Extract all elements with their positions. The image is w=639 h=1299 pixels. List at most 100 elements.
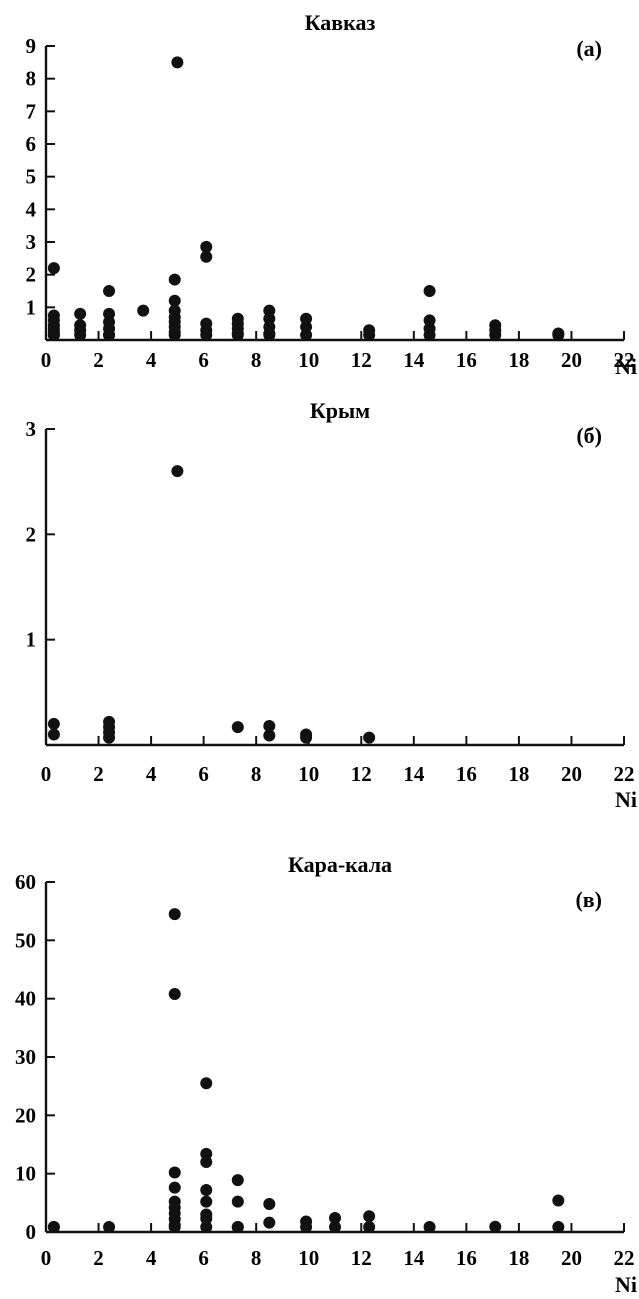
data-point xyxy=(200,1077,213,1090)
y-tick-label: 2 xyxy=(26,522,37,546)
data-point xyxy=(263,1198,276,1210)
x-tick-label: 22 xyxy=(614,1246,635,1270)
x-tick-label: 20 xyxy=(561,1246,582,1270)
data-point xyxy=(103,731,116,744)
x-tick-label: 18 xyxy=(508,762,529,786)
x-tick-label: 16 xyxy=(456,348,477,372)
data-point xyxy=(200,329,213,341)
x-axis-label: Ni xyxy=(615,1272,637,1297)
y-tick-label: 9 xyxy=(26,34,37,58)
x-tick-label: 12 xyxy=(351,1246,372,1270)
y-tick-label: 3 xyxy=(26,230,37,254)
x-tick-label: 0 xyxy=(41,348,52,372)
x-tick-label: 4 xyxy=(146,762,157,786)
x-tick-label: 22 xyxy=(614,348,635,372)
data-point xyxy=(200,1212,213,1225)
x-tick-label: 18 xyxy=(508,348,529,372)
scatter-panel-3: Кара-кала (в) 0 2 4 6 8 10 12 14 16 18 20 22 0 10 20 30 40… xyxy=(15,852,637,1297)
x-tick-label: 10 xyxy=(298,1246,319,1270)
y-tick-label: 20 xyxy=(15,1103,36,1127)
x-tick-label: 8 xyxy=(251,348,262,372)
data-point xyxy=(168,908,181,921)
y-tick-label: 1 xyxy=(26,628,37,652)
y-tick-label: 3 xyxy=(26,417,37,441)
x-tick-label: 10 xyxy=(298,762,319,786)
data-point xyxy=(47,329,60,341)
data-point xyxy=(200,1184,213,1196)
x-tick-label: 12 xyxy=(351,348,372,372)
data-point xyxy=(231,1195,244,1208)
x-tick-label: 14 xyxy=(403,348,425,372)
y-tick-label: 6 xyxy=(26,132,37,156)
data-point xyxy=(423,285,436,297)
data-point xyxy=(300,731,313,744)
x-tick-label: 4 xyxy=(146,1246,157,1270)
data-point xyxy=(47,728,60,741)
x-tick-label: 20 xyxy=(561,348,582,372)
data-point xyxy=(552,329,565,341)
data-point xyxy=(363,731,376,744)
data-point xyxy=(168,329,181,341)
x-tick-label: 14 xyxy=(403,762,425,786)
y-tick-label: 5 xyxy=(26,165,37,189)
x-tick-label: 0 xyxy=(41,762,52,786)
y-tick-label: 10 xyxy=(15,1162,36,1186)
x-tick-label: 6 xyxy=(198,1246,209,1270)
data-point xyxy=(168,273,181,286)
chart-title: Кара-кала xyxy=(288,852,392,877)
data-point xyxy=(231,1174,244,1187)
x-tick-label: 12 xyxy=(351,762,372,786)
data-point xyxy=(103,1221,116,1233)
x-tick-label: 16 xyxy=(456,762,477,786)
data-point xyxy=(552,1194,565,1207)
data-point xyxy=(200,1156,213,1168)
x-tick-label: 0 xyxy=(41,1246,52,1270)
y-tick-label: 60 xyxy=(15,870,36,894)
chart-title: Крым xyxy=(310,398,370,423)
data-point xyxy=(200,240,213,253)
x-tick-label: 16 xyxy=(456,1246,477,1270)
data-point xyxy=(231,1221,244,1233)
y-tick-label: 0 xyxy=(26,1220,37,1244)
data-point xyxy=(423,329,436,341)
x-tick-label: 22 xyxy=(614,762,635,786)
data-point xyxy=(489,329,502,341)
data-point xyxy=(329,1221,341,1233)
data-point xyxy=(168,1221,181,1233)
x-tick-label: 8 xyxy=(251,1246,262,1270)
data-point xyxy=(489,1220,502,1233)
data-point xyxy=(168,294,181,307)
x-tick-label: 2 xyxy=(93,348,104,372)
data-point xyxy=(200,250,213,263)
panel-label: (б) xyxy=(576,423,602,448)
panel-label: (а) xyxy=(576,36,602,61)
data-point xyxy=(171,465,184,478)
x-tick-label: 14 xyxy=(403,1246,425,1270)
x-tick-label: 6 xyxy=(198,348,209,372)
y-tick-label: 4 xyxy=(26,197,37,221)
data-point xyxy=(74,329,87,341)
data-point xyxy=(168,1166,181,1179)
data-point xyxy=(103,329,116,341)
data-point xyxy=(200,1221,213,1233)
data-point xyxy=(363,329,376,341)
x-tick-label: 8 xyxy=(251,762,262,786)
data-point xyxy=(552,1221,565,1233)
data-point xyxy=(137,304,150,317)
data-point xyxy=(300,329,313,341)
data-point xyxy=(103,285,116,297)
data-point xyxy=(263,329,276,341)
y-tick-label: 2 xyxy=(26,263,37,287)
x-tick-label: 20 xyxy=(561,762,582,786)
y-tick-label: 50 xyxy=(15,928,36,952)
panel-label: (в) xyxy=(575,887,602,912)
data-point xyxy=(231,721,244,734)
x-tick-label: 10 xyxy=(298,348,319,372)
data-point xyxy=(231,329,244,341)
data-point xyxy=(329,1212,341,1224)
data-point xyxy=(47,1221,60,1233)
chart-title: Кавказ xyxy=(305,10,376,35)
